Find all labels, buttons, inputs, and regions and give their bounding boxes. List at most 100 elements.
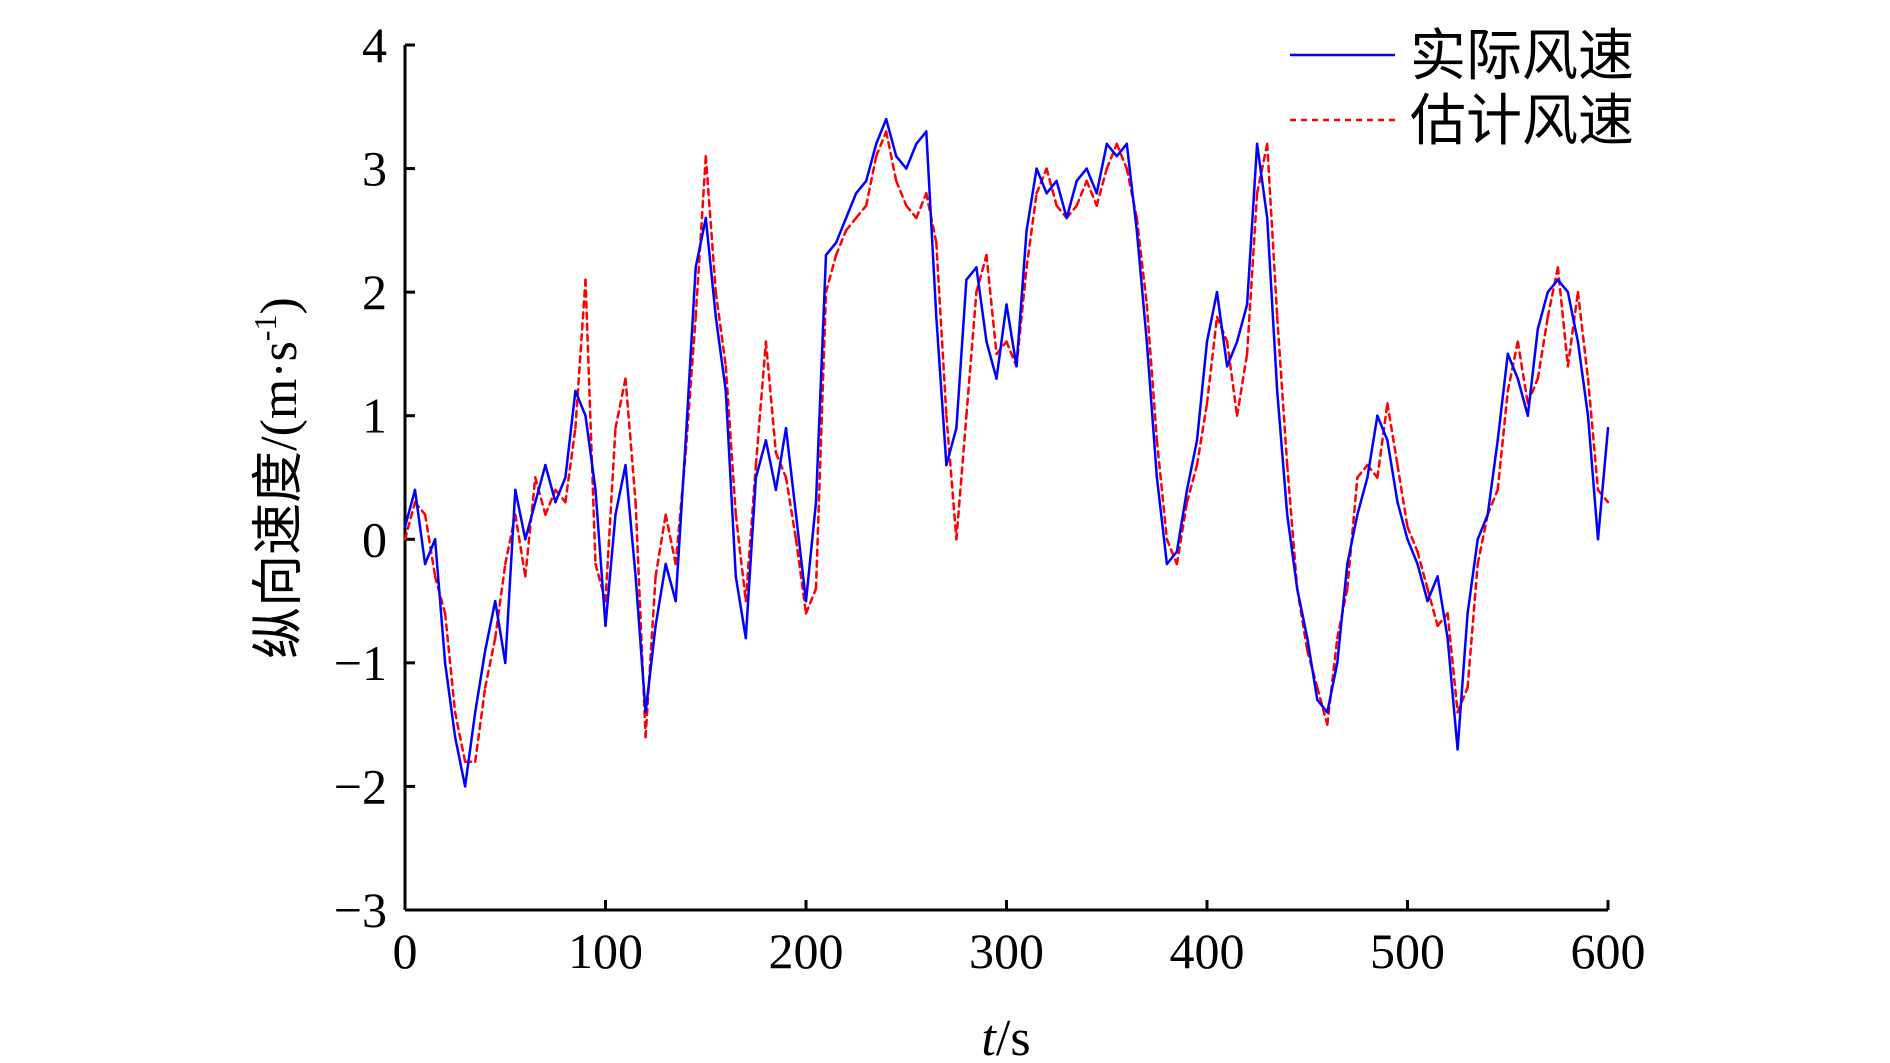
estimated-line-segment [854,204,868,220]
legend-label-estimated: 估计风速 [1410,89,1634,154]
estimated-line-segment [734,513,748,603]
actual-line-segment [473,649,487,714]
y-tick-label: −2 [334,758,387,814]
legend: 实际风速 估计风速 [1290,24,1634,154]
actual-line-segment [1245,142,1259,306]
actual-line-segment [784,426,798,516]
estimated-line-segment [654,513,667,578]
actual-line-segment [1295,587,1309,640]
y-tick-label: 1 [362,388,387,444]
actual-line-segment [514,488,527,541]
estimated-line-segment [433,575,447,615]
actual-line-segment [1205,290,1219,343]
actual-line-segment [754,439,768,479]
estimated-line-segment [1586,377,1600,492]
actual-line-segment [905,142,918,170]
estimated-line-segment [945,414,958,541]
actual-line-segment [433,538,447,665]
actual-line-segment [1255,142,1269,220]
estimated-line-segment [1195,402,1209,467]
actual-line-segment [1155,476,1169,566]
estimated-line-segment [1265,142,1279,319]
estimated-line-segment [1185,463,1199,504]
estimated-line-segment [504,513,517,566]
estimated-line-segment [514,513,527,578]
actual-line-segment [915,130,928,146]
estimated-line-segment [1456,686,1469,714]
estimated-line-segment [844,216,858,232]
actual-line-segment [1306,636,1319,702]
actual-line-segment [1085,167,1098,195]
x-tick-label: 200 [769,923,844,979]
actual-line-segment [734,575,748,640]
estimated-line-segment [1566,290,1580,368]
estimated-line-segment [804,587,818,615]
estimated-line-segment [1235,352,1249,417]
y-axis-label-close: ) [251,297,308,314]
estimated-line-segment [1306,649,1319,689]
estimated-line-segment [1436,612,1449,628]
x-tick-label: 500 [1370,923,1445,979]
actual-line-segment [1035,167,1048,195]
estimated-line-segment [1576,290,1590,380]
actual-line-segment [764,439,778,492]
estimated-line-segment [1105,142,1119,170]
estimated-line-segment [754,340,768,467]
actual-line-segment [1185,439,1199,492]
actual-line-segment [1015,229,1028,368]
estimated-line-segment [1396,463,1409,529]
estimated-line-segment [473,686,487,763]
estimated-line-segment [1596,488,1610,504]
actual-line-segment [965,266,978,282]
estimated-line-segment [955,414,968,541]
actual-line-segment [1025,167,1038,232]
estimated-line-segment [483,636,497,689]
estimated-line-segment [965,290,978,417]
series-actual-wind-speed [403,117,1610,788]
actual-line-segment [1386,439,1399,504]
estimated-line-segment [1205,315,1219,405]
actual-line-segment [1396,500,1409,541]
estimated-line-segment [724,365,738,516]
actual-line-segment [1165,550,1179,566]
estimated-line-segment [443,612,457,714]
estimated-line-segment [814,290,828,590]
estimated-line-segment [1356,463,1369,479]
actual-line-segment [1115,142,1129,158]
estimated-line-segment [985,253,998,356]
actual-line-segment [1376,414,1389,442]
estimated-line-segment [534,476,547,516]
actual-line-segment [1576,340,1590,417]
estimated-line-segment [1275,315,1289,467]
estimated-line-segment [1476,513,1489,566]
y-tick-label: 2 [362,264,387,320]
actual-line-segment [584,414,597,492]
x-axis-title: t/s [981,1010,1030,1063]
estimated-line-segment [915,192,928,220]
actual-line-segment [453,735,467,788]
y-axis-label-superscript: -1 [247,314,283,341]
estimated-line-segment [614,377,627,430]
actual-line-segment [794,513,808,603]
actual-line-segment [1065,179,1078,220]
x-tick-label: 300 [969,923,1044,979]
actual-line-segment [1265,216,1279,393]
actual-line-segment [774,426,788,492]
estimated-line-segment [894,179,908,207]
actual-line-segment [524,500,537,541]
actual-line-segment [574,389,587,417]
estimated-line-segment [1075,179,1088,207]
actual-line-segment [714,315,728,393]
actual-line-segment [1135,229,1149,343]
actual-line-segment [1356,476,1369,516]
actual-line-segment [1556,278,1570,294]
actual-line-segment [564,389,577,479]
actual-line-segment [985,340,998,380]
x-axis-var: t [981,1010,997,1063]
actual-line-segment [1095,142,1109,195]
estimated-line-segment [493,562,507,640]
actual-line-segment [894,154,908,170]
estimated-line-segment [905,204,918,220]
actual-line-segment [1285,513,1299,590]
actual-line-segment [844,192,858,220]
